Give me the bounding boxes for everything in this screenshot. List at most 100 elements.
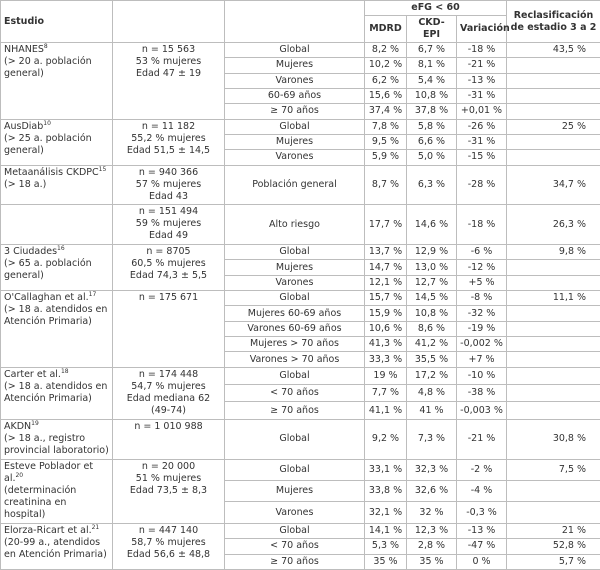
ckd-epi-value: 14,6 % (406, 204, 457, 246)
reclassification-value (506, 351, 600, 368)
reclassification-value: 25 % (506, 118, 600, 135)
reclassification-value: 11,1 % (506, 290, 600, 307)
mdrd-value: 12,1 % (364, 274, 407, 292)
subgroup: Global (224, 522, 365, 540)
sample-line: n = 1 010 988 (134, 420, 203, 432)
study-name: Carter et al. (4, 368, 61, 380)
variation-value: +7 % (455, 351, 508, 368)
subgroup: Mujeres (224, 259, 365, 276)
subgroup: Mujeres (224, 133, 365, 151)
reclassification-value: 26,3 % (506, 204, 600, 246)
variation-value: -38 % (455, 384, 508, 403)
variation-value: -31 % (455, 87, 508, 105)
mdrd-value: 32,1 % (364, 501, 407, 524)
table-row: AKDN19 (> 18 a., registro provincial labo… (0, 418, 600, 460)
table-row: Varones > 70 años 33,3 % 35,5 % +7 % (1, 351, 600, 368)
sample-line: n = 8705 (146, 246, 191, 258)
subgroup: Varones (224, 149, 365, 166)
ckd-epi-value: 8,6 % (406, 320, 457, 338)
ckd-epi-value: 2,8 % (406, 538, 457, 555)
study-cell (0, 204, 113, 246)
table-row: < 70 años 5,3 % 2,8 % -47 % 52,8 % (1, 538, 600, 555)
variation-value: -0,3 % (455, 501, 508, 524)
header-cell: Reclasificación de estadio 3 a 2 (506, 0, 600, 43)
header-cell: Estudio (0, 0, 113, 43)
reclassification-value: 21 % (506, 522, 600, 540)
mdrd-value: 9,5 % (364, 133, 407, 151)
mdrd-value: 10,6 % (364, 320, 407, 338)
sample-line: Edad 47 ± 19 (135, 68, 202, 79)
mdrd-value: 15,6 % (364, 87, 407, 105)
reclassification-value (506, 320, 600, 338)
mdrd-value: 14,7 % (364, 259, 407, 276)
study-detail: (> 25 a. población general) (4, 132, 92, 156)
subgroup: Global (224, 41, 365, 59)
sample-line: Edad 49 (149, 230, 188, 242)
study-cell: O'Callaghan et al.17 (> 18 a. atendidos e… (0, 290, 113, 368)
sample-line: Edad 73,5 ± 8,3 (129, 484, 208, 496)
sample-line: n = 175 671 (138, 292, 199, 304)
table-row: Mujeres 9,5 % 6,6 % -31 % (1, 133, 600, 151)
table-row: Mujeres 33,8 % 32,6 % -4 % (1, 479, 600, 503)
study-ref: 16 (57, 245, 65, 252)
ckd-epi-value: 13,0 % (406, 259, 457, 276)
table-row: AusDiab10 (> 25 a. población general) n = … (0, 118, 600, 166)
study-cell: NHANES8 (> 20 a. población general) (0, 42, 113, 120)
study-name: Elorza-Ricart et al. (4, 524, 92, 536)
study-cell: Metaanálisis CKDPC15 (> 18 a.) (0, 164, 113, 206)
sample-line: 57 % mujeres (135, 178, 202, 190)
mdrd-value: 9,2 % (364, 418, 407, 460)
sample-line: 60,5 % mujeres (131, 258, 206, 270)
variation-value: -10 % (455, 366, 508, 386)
ckd-epi-value: 10,8 % (406, 87, 457, 105)
study-ref: 20 (15, 471, 24, 479)
sample-line: n = 447 140 (138, 524, 199, 536)
mdrd-value: 33,8 % (364, 479, 407, 503)
study-cell: Carter et al.18 (> 18 a. atendidos en Ate… (0, 366, 113, 420)
reclassification-value (506, 133, 600, 151)
variation-value: -8 % (455, 290, 508, 307)
sample-line: n = 20 000 (141, 460, 196, 472)
reclassification-value: 9,8 % (506, 244, 600, 261)
variation-value: -12 % (455, 259, 508, 276)
reclassification-value (506, 259, 600, 276)
variation-value: -13 % (455, 72, 508, 89)
variation-value: -31 % (455, 133, 508, 151)
mdrd-value: 8,2 % (364, 41, 407, 59)
table-row: Mujeres 10,2 % 8,1 % -21 % (1, 57, 600, 74)
mdrd-value: 8,7 % (364, 164, 407, 206)
table-row: Varones 32,1 % 32 % -0,3 % (1, 501, 600, 524)
subgroup: Varones (224, 72, 365, 89)
reclassification-value (506, 72, 600, 89)
variation-value: +5 % (455, 274, 508, 292)
study-cell: Elorza-Ricart et al.21 (20-99 a., atendid… (0, 522, 113, 570)
sample-cell: n = 174 448 54,7 % mujeres Edad mediana 62… (112, 366, 225, 420)
variation-value: -2 % (455, 458, 508, 482)
sample-line: n = 151 494 (138, 206, 199, 218)
subgroup: ≥ 70 años (224, 103, 365, 120)
subgroup: Global (224, 458, 365, 482)
subgroup: Mujeres (224, 57, 365, 74)
ckd-epi-value: 10,8 % (406, 305, 457, 322)
study-detail: (> 18 a. atendidos en Atención Primaria) (4, 304, 108, 328)
reclassification-value: 7,5 % (506, 458, 600, 482)
study-detail: (> 18 a. atendidos en Atención Primaria) (4, 380, 108, 404)
sample-line: 58,7 % mujeres (131, 536, 206, 548)
subgroup: Mujeres (224, 479, 365, 503)
sample-cell: n = 1 010 988 (112, 418, 225, 460)
reclassification-value (506, 305, 600, 322)
sample-cell: n = 8705 60,5 % mujeres Edad 74,3 ± 5,5 (112, 244, 225, 292)
reclassification-value: 52,8 % (506, 538, 600, 555)
study-detail: (> 65 a. población general) (4, 258, 92, 282)
subgroup: ≥ 70 años (224, 401, 365, 420)
study-detail: (> 18 a., registro provincial laboratori… (4, 432, 109, 456)
reclassification-value (506, 384, 600, 403)
subgroup: 60-69 años (224, 87, 365, 105)
sample-line: n = 11 182 (141, 120, 196, 132)
study-cell: AKDN19 (> 18 a., registro provincial labo… (0, 418, 113, 460)
study-ref: 8 (43, 42, 48, 50)
subgroup: Mujeres 60-69 años (224, 305, 365, 322)
table-row: Mujeres 14,7 % 13,0 % -12 % (1, 259, 600, 276)
study-cell: 3 Ciudades16 (> 65 a. población general) (0, 244, 113, 292)
sample-line: Edad 51,5 ± 14,5 (126, 144, 211, 156)
